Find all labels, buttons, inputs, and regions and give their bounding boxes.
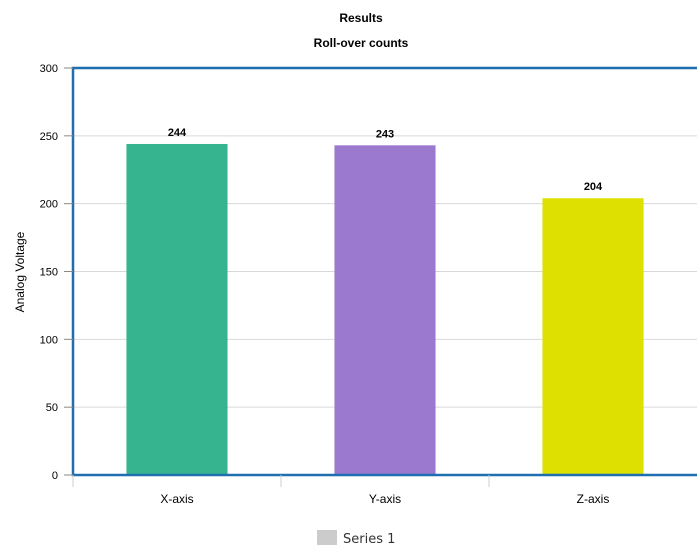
y-tick-label: 50 [46,402,58,414]
data-label: 243 [376,128,394,140]
y-tick-label: 100 [40,334,58,346]
x-tick-label: Y-axis [369,492,401,506]
y-tick-label: 200 [40,199,58,211]
chart-title: Results [339,11,383,25]
y-tick-label: 250 [40,131,58,143]
data-labels: 244 243 204 [168,127,603,193]
x-tick-label: Z-axis [577,492,610,506]
legend-label: Series 1 [343,532,395,547]
bar-x-axis [126,143,228,475]
y-tick-label: 150 [40,267,58,279]
legend: Series 1 [317,530,395,547]
legend-swatch [317,530,337,545]
x-axis-ticks: X-axis Y-axis Z-axis [72,475,610,506]
bar-z-axis [542,198,644,476]
y-axis-title: Analog Voltage [13,231,27,312]
bars [126,143,644,476]
y-axis-ticks: 0 50 100 150 200 250 300 [40,63,73,482]
bar-y-axis [334,145,436,475]
y-tick-label: 300 [40,63,58,75]
data-label: 204 [584,181,603,193]
chart-subtitle: Roll-over counts [314,36,409,50]
y-tick-label: 0 [52,470,58,482]
x-tick-label: X-axis [160,492,193,506]
data-label: 244 [168,127,187,139]
